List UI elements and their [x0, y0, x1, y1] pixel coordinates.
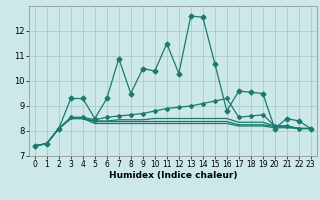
X-axis label: Humidex (Indice chaleur): Humidex (Indice chaleur): [108, 171, 237, 180]
